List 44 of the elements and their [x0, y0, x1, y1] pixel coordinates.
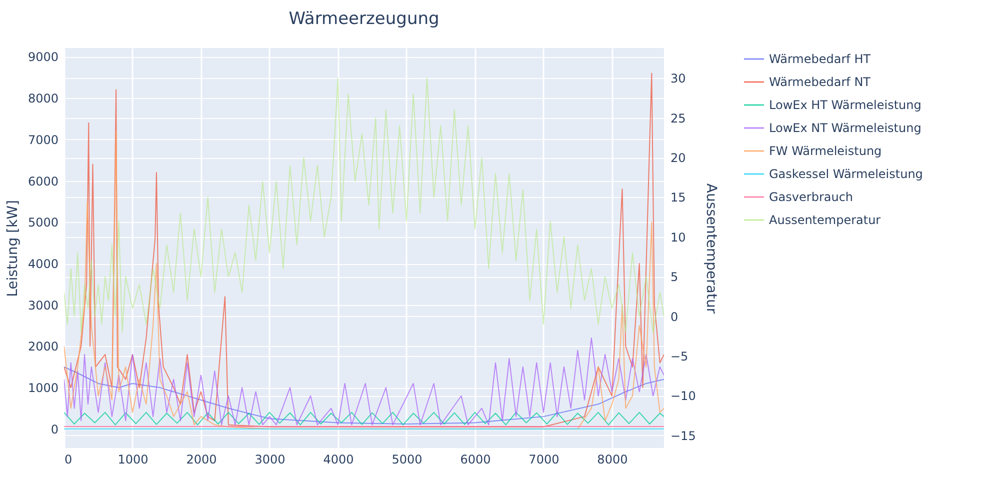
- x-tick-label: 0: [64, 452, 72, 466]
- y2-tick-label: −15: [670, 428, 696, 443]
- y2-tick-label: 20: [670, 151, 686, 166]
- y-tick-label: 0: [50, 422, 58, 436]
- y-tick-label: 8000: [28, 92, 58, 106]
- legend-label: LowEx HT Wärmeleistung: [769, 98, 922, 112]
- line-series: [64, 337, 664, 426]
- y2-tick-label: 10: [670, 230, 686, 244]
- legend-label: LowEx NT Wärmeleistung: [769, 121, 922, 135]
- x-tick-label: 8000: [597, 452, 628, 466]
- y2-tick-label: −5: [670, 349, 688, 364]
- x-tick-label: 6000: [460, 452, 491, 466]
- y2-tick-label: 15: [670, 190, 686, 205]
- y-tick-label: 9000: [28, 50, 58, 64]
- legend-label: Aussentemperatur: [769, 213, 881, 227]
- legend-label: FW Wärmeleistung: [769, 144, 882, 158]
- x-tick-label: 4000: [323, 452, 354, 466]
- x-tick-label: 1000: [118, 452, 148, 466]
- y-tick-label: 6000: [28, 174, 58, 188]
- legend-label: Wärmebedarf HT: [769, 52, 872, 66]
- y-tick-label: 4000: [28, 257, 58, 272]
- legend-label: Gaskessel Wärmeleistung: [769, 167, 923, 181]
- y2-tick-label: 0: [670, 310, 678, 324]
- y2-tick-label: 25: [670, 111, 686, 126]
- x-tick-label: 5000: [392, 452, 422, 466]
- y2-tick-label: 30: [670, 72, 686, 86]
- chart-title: Wärmeerzeugung: [288, 9, 440, 29]
- y2-axis-title: Aussentemperatur: [702, 183, 719, 314]
- y2-tick-label: 5: [670, 270, 678, 284]
- y2-tick-label: −10: [670, 389, 696, 404]
- y-tick-label: 3000: [28, 298, 58, 312]
- line-series: [64, 366, 664, 425]
- y-axis-title: Leistung [kW]: [4, 200, 21, 297]
- y-tick-label: 5000: [28, 216, 58, 230]
- x-tick-label: 2000: [186, 452, 217, 466]
- y-tick-label: 2000: [28, 340, 58, 354]
- y-tick-label: 1000: [28, 381, 58, 396]
- line-series: [64, 412, 664, 426]
- x-tick-label: 3000: [254, 452, 286, 466]
- y-tick-label: 7000: [28, 132, 58, 147]
- line-series: [64, 72, 664, 428]
- legend-label: Gasverbrauch: [769, 190, 854, 204]
- x-tick-label: 7000: [528, 452, 560, 466]
- legend-label: Wärmebedarf NT: [769, 75, 872, 89]
